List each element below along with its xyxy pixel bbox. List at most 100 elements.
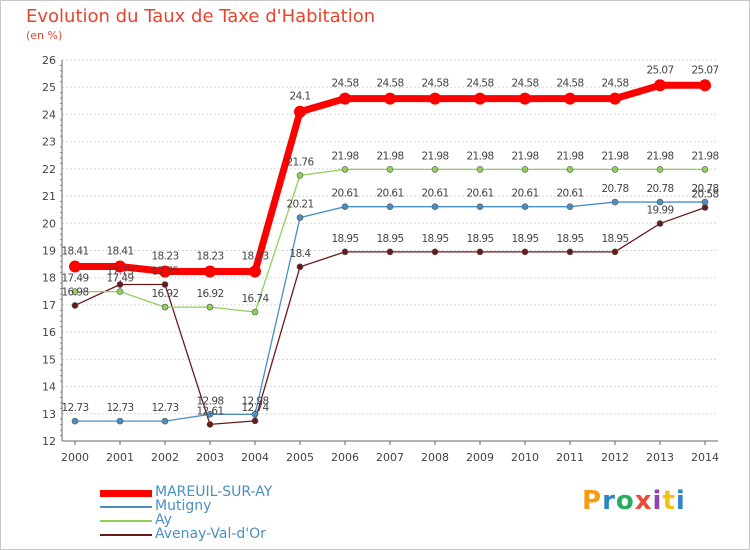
data-label: 20.61 — [556, 188, 583, 200]
data-label: 18.41 — [106, 246, 133, 258]
legend-label: MAREUIL-SUR-AY — [155, 484, 273, 500]
chart-title: Evolution du Taux de Taxe d'Habitation — [26, 6, 376, 27]
x-tick-label: 2008 — [421, 451, 449, 464]
data-point — [71, 302, 79, 309]
data-point — [701, 166, 709, 173]
data-point — [701, 198, 709, 206]
data-point — [566, 203, 574, 210]
data-label: 21.98 — [601, 150, 628, 162]
data-point — [71, 288, 79, 295]
data-label: 12.61 — [196, 405, 223, 417]
y-tick-label: 22 — [42, 163, 56, 176]
data-label: 18.95 — [601, 233, 628, 245]
y-tick-label: 18 — [42, 272, 56, 285]
logo-letter: i — [652, 486, 663, 516]
chart-unit: (en %) — [26, 29, 63, 42]
legend-label: Avenay-Val-d'Or — [155, 526, 266, 542]
data-label: 21.98 — [331, 150, 358, 162]
data-point — [519, 92, 531, 105]
data-label: 17.49 — [61, 273, 88, 285]
legend-swatch — [100, 534, 152, 536]
data-point — [296, 263, 304, 271]
proxiti-logo: Proxiti — [582, 486, 686, 516]
data-label: 12.98 — [241, 395, 268, 407]
x-tick-label: 2004 — [241, 451, 269, 464]
data-label: 18.95 — [466, 233, 493, 245]
data-label: 20.21 — [286, 199, 313, 211]
data-point — [656, 166, 664, 173]
data-label: 21.76 — [286, 156, 314, 168]
data-point — [341, 248, 349, 256]
data-label: 24.58 — [511, 78, 538, 90]
data-labels: 18.41 18.41 18.23 18.23 18.23 24.1 24.58 24.58 2… — [61, 64, 719, 417]
data-label: 20.78 — [601, 183, 628, 195]
data-point — [611, 166, 619, 173]
data-point — [611, 248, 619, 256]
data-label: 21.98 — [421, 150, 448, 162]
data-label: 24.58 — [331, 78, 358, 90]
data-label: 17.49 — [106, 273, 133, 285]
data-point — [71, 417, 79, 425]
x-tick-label: 2013 — [646, 451, 674, 464]
series-avenay-val-d-or — [71, 204, 709, 428]
data-point — [431, 166, 439, 173]
data-label: 17.75 — [151, 266, 178, 278]
series-mutigny — [71, 198, 709, 425]
data-point — [611, 198, 619, 206]
x-tick-label: 2006 — [331, 451, 359, 464]
data-point — [386, 248, 394, 256]
data-point — [116, 288, 124, 295]
legend-item: Mutigny — [100, 498, 400, 514]
data-point — [294, 105, 306, 118]
grid-lines — [62, 59, 718, 442]
logo-letter: x — [634, 486, 653, 516]
data-point — [159, 265, 171, 278]
data-point — [476, 166, 484, 173]
data-label: 18.23 — [151, 250, 178, 262]
legend-item: Avenay-Val-d'Or — [100, 526, 400, 542]
legend-label: Mutigny — [155, 498, 212, 514]
data-label: 12.73 — [151, 402, 178, 414]
x-tick-label: 2011 — [556, 451, 584, 464]
data-label: 18.23 — [241, 250, 268, 262]
data-label: 16.92 — [196, 288, 223, 300]
data-point — [206, 303, 214, 311]
legend-item: MAREUIL-SUR-AY — [100, 484, 400, 500]
y-tick-label: 13 — [42, 408, 56, 421]
logo-letter: i — [675, 486, 686, 516]
x-tick-label: 2012 — [601, 451, 629, 464]
data-label: 16.98 — [61, 286, 88, 298]
data-label: 12.74 — [241, 402, 269, 414]
legend-swatch — [100, 490, 152, 497]
x-tick-label: 2000 — [61, 451, 89, 464]
data-label: 24.58 — [376, 78, 403, 90]
data-point — [206, 411, 214, 418]
logo-letter: t — [662, 486, 676, 516]
legend-swatch — [100, 520, 152, 522]
data-point — [161, 303, 169, 311]
data-point — [341, 203, 349, 210]
data-label: 20.61 — [376, 188, 403, 200]
data-point — [161, 281, 169, 288]
logo-letter: r — [602, 486, 616, 516]
data-label: 17.75 — [106, 266, 133, 278]
data-label: 21.98 — [466, 150, 493, 162]
y-tick-label: 15 — [42, 353, 56, 366]
x-tick-label: 2009 — [466, 451, 494, 464]
x-tick-label: 2014 — [691, 451, 719, 464]
data-point — [474, 92, 486, 105]
data-label: 18.41 — [61, 246, 88, 258]
legend-item: Ay — [100, 512, 400, 528]
data-point — [339, 92, 351, 105]
y-tick-label: 17 — [42, 299, 56, 312]
data-label: 18.23 — [196, 250, 223, 262]
data-point — [701, 204, 709, 211]
data-point — [566, 166, 574, 173]
data-label: 19.99 — [646, 205, 673, 217]
data-point — [521, 248, 529, 256]
data-point — [476, 203, 484, 210]
data-label: 18.95 — [511, 233, 538, 245]
data-point — [521, 166, 529, 173]
data-label: 20.61 — [331, 188, 358, 200]
